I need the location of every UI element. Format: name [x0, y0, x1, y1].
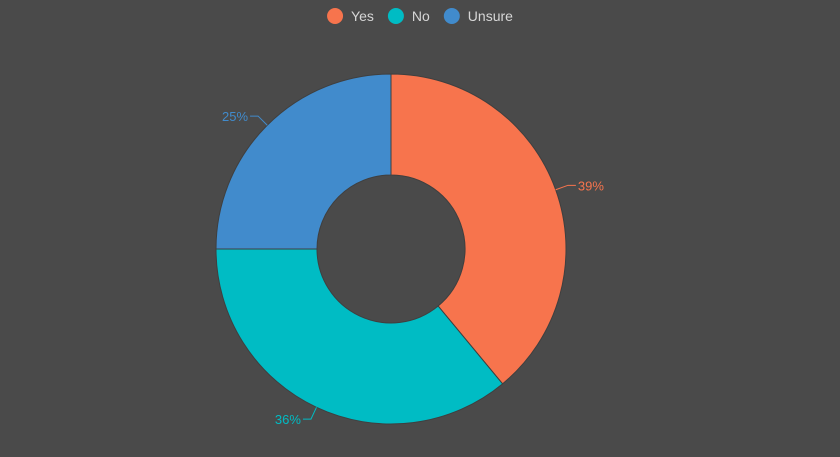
- legend-item-yes[interactable]: Yes: [327, 8, 374, 24]
- data-label-no: 36%: [275, 412, 301, 427]
- legend-marker-unsure: [443, 8, 460, 24]
- legend-label-yes: Yes: [351, 8, 374, 24]
- legend: Yes No Unsure: [327, 8, 513, 24]
- legend-marker-no: [387, 8, 404, 24]
- data-label-unsure: 25%: [222, 109, 248, 124]
- slice-no[interactable]: [215, 248, 504, 425]
- legend-label-no: No: [412, 8, 430, 24]
- legend-label-unsure: Unsure: [468, 8, 513, 24]
- donut-slices: [215, 73, 567, 425]
- leader-line-unsure: [250, 115, 268, 126]
- slice-unsure[interactable]: [215, 73, 392, 250]
- data-labels: 39% 36% 25%: [222, 109, 604, 427]
- legend-item-no[interactable]: No: [387, 8, 430, 24]
- leader-line-yes: [555, 184, 576, 191]
- leader-line-no: [302, 407, 317, 420]
- legend-item-unsure[interactable]: Unsure: [443, 8, 513, 24]
- slice-yes[interactable]: [390, 73, 567, 385]
- data-label-yes: 39%: [578, 178, 604, 193]
- legend-marker-yes: [327, 8, 344, 24]
